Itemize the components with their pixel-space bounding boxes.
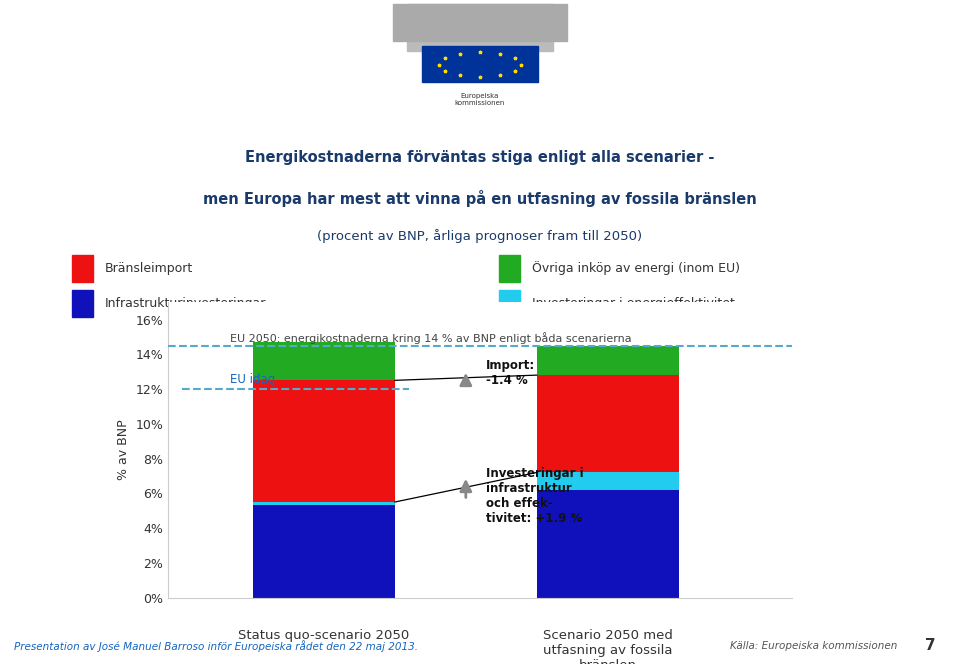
Bar bbox=[537, 375, 679, 473]
Bar bbox=[407, 4, 553, 51]
Bar bbox=[421, 46, 539, 82]
Y-axis label: % av BNP: % av BNP bbox=[117, 420, 130, 480]
Text: Övriga inköp av energi (inom EU): Övriga inköp av energi (inom EU) bbox=[532, 262, 740, 276]
Text: Energikostnaderna förväntas stiga enligt alla scenarier -: Energikostnaderna förväntas stiga enligt… bbox=[246, 150, 714, 165]
Text: Scenario 2050 med
utfasning av fossila
bränslen: Scenario 2050 med utfasning av fossila b… bbox=[542, 629, 673, 664]
Bar bbox=[393, 4, 567, 41]
Bar bbox=[72, 290, 93, 317]
Text: Import:
-1.4 %: Import: -1.4 % bbox=[486, 359, 535, 386]
Bar bbox=[253, 342, 395, 380]
Bar bbox=[499, 255, 520, 282]
Bar bbox=[253, 505, 395, 598]
Text: 7: 7 bbox=[925, 638, 936, 653]
Bar bbox=[253, 380, 395, 502]
Text: EU 2050: energikostnaderna kring 14 % av BNP enligt båda scenarierna: EU 2050: energikostnaderna kring 14 % av… bbox=[230, 332, 632, 344]
Text: Europeiska
kommissionen: Europeiska kommissionen bbox=[455, 93, 505, 106]
Bar bbox=[537, 345, 679, 375]
Bar bbox=[537, 473, 679, 490]
Text: Bränsleimport: Bränsleimport bbox=[105, 262, 193, 275]
Text: EU idag: EU idag bbox=[230, 373, 276, 386]
Text: Investeringar i
infrastruktur
och effek-
tivitet: +1.9 %: Investeringar i infrastruktur och effek-… bbox=[486, 467, 584, 525]
Bar bbox=[537, 490, 679, 598]
Bar bbox=[499, 290, 520, 317]
Text: Kommer Europa någonsin att få
tillgång till billig energi?: Kommer Europa någonsin att få tillgång t… bbox=[21, 42, 445, 106]
Text: men Europa har mest att vinna på en utfasning av fossila bränslen: men Europa har mest att vinna på en utfa… bbox=[204, 189, 756, 207]
Text: Investeringar i energieffektivitet: Investeringar i energieffektivitet bbox=[532, 297, 734, 310]
Text: Infrastrukturinvesteringar: Infrastrukturinvesteringar bbox=[105, 297, 266, 310]
Text: Status quo-scenario 2050: Status quo-scenario 2050 bbox=[238, 629, 410, 642]
Bar bbox=[253, 502, 395, 505]
Bar bbox=[72, 255, 93, 282]
Text: Presentation av José Manuel Barroso inför Europeiska rådet den 22 maj 2013.: Presentation av José Manuel Barroso infö… bbox=[14, 640, 419, 651]
Text: Källa: Europeiska kommissionen: Källa: Europeiska kommissionen bbox=[730, 641, 897, 651]
Text: (procent av BNP, årliga prognoser fram till 2050): (procent av BNP, årliga prognoser fram t… bbox=[318, 229, 642, 243]
